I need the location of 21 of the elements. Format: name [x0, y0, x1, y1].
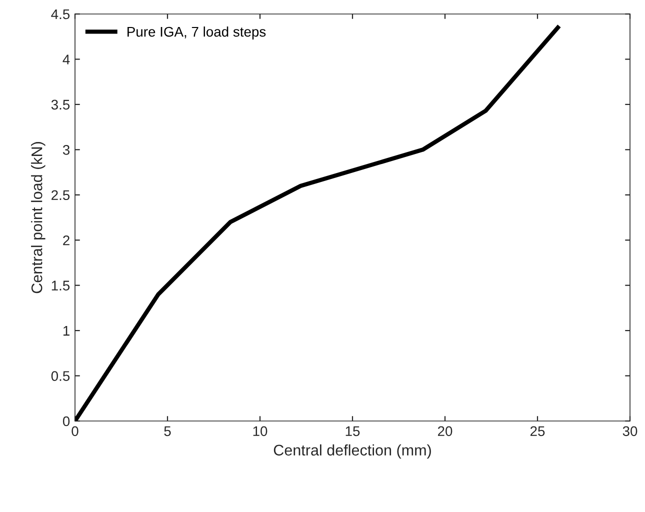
y-tick-label: 3 [62, 145, 70, 155]
x-tick-label: 20 [438, 426, 452, 436]
y-tick-label: 4.5 [51, 9, 70, 20]
x-axis-title: Central deflection (mm) [274, 444, 431, 459]
x-tick-label: 30 [622, 426, 638, 436]
y-tick-label: 0.5 [51, 371, 70, 381]
y-tick-label: 2.5 [52, 190, 70, 200]
y-tick-label: 1.5 [52, 280, 70, 291]
x-tick-label: 10 [253, 426, 268, 436]
y-tick-label: 3.5 [51, 100, 70, 110]
line-series [75, 25, 560, 421]
x-tick-label: 15 [346, 426, 360, 436]
x-tick-label: 25 [530, 426, 545, 436]
legend-label: Pure IGA, 7 load steps [128, 26, 266, 40]
x-tick-label: 5 [164, 426, 171, 436]
y-axis-title: Central point load (kN) [31, 142, 46, 294]
y-tick-label: 0 [62, 416, 70, 426]
x-tick-label: 0 [72, 426, 78, 436]
y-tick-label: 1 [63, 326, 70, 336]
y-tick-label: 2 [63, 235, 70, 246]
y-tick-label: 4 [62, 54, 70, 64]
